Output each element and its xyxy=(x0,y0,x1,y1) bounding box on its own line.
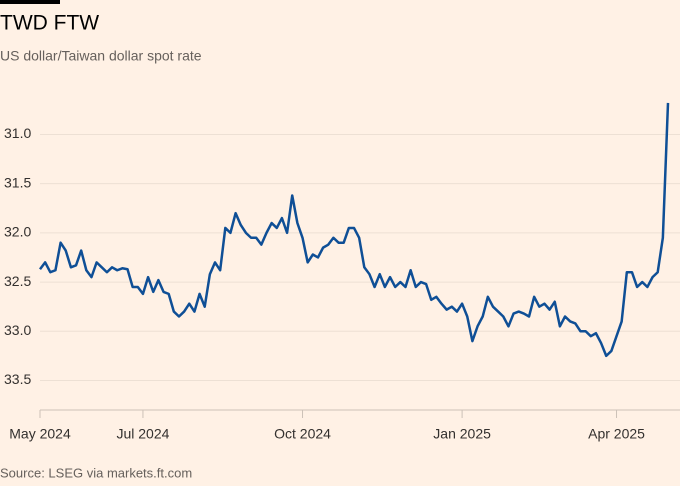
brand-bar xyxy=(0,0,60,4)
chart-subtitle: US dollar/Taiwan dollar spot rate xyxy=(0,48,202,64)
x-tick-label: Oct 2024 xyxy=(274,426,331,442)
line-series xyxy=(38,102,670,358)
y-tick-label: 31.5 xyxy=(4,174,31,190)
source: Source: LSEG via markets.ft.com xyxy=(0,465,192,480)
x-tick-label: Apr 2025 xyxy=(588,426,645,442)
y-tick-label: 33.0 xyxy=(4,322,31,338)
y-tick-label: 31.0 xyxy=(4,125,31,141)
x-tick-label: Jan 2025 xyxy=(433,426,491,442)
x-tick-label: May 2024 xyxy=(9,426,71,442)
x-tick-label: Jul 2024 xyxy=(116,426,169,442)
chart-title: TWD FTW xyxy=(0,12,99,35)
y-tick-label: 32.0 xyxy=(4,224,31,240)
y-tick-label: 32.5 xyxy=(4,273,31,289)
y-tick-label: 33.5 xyxy=(4,371,31,387)
